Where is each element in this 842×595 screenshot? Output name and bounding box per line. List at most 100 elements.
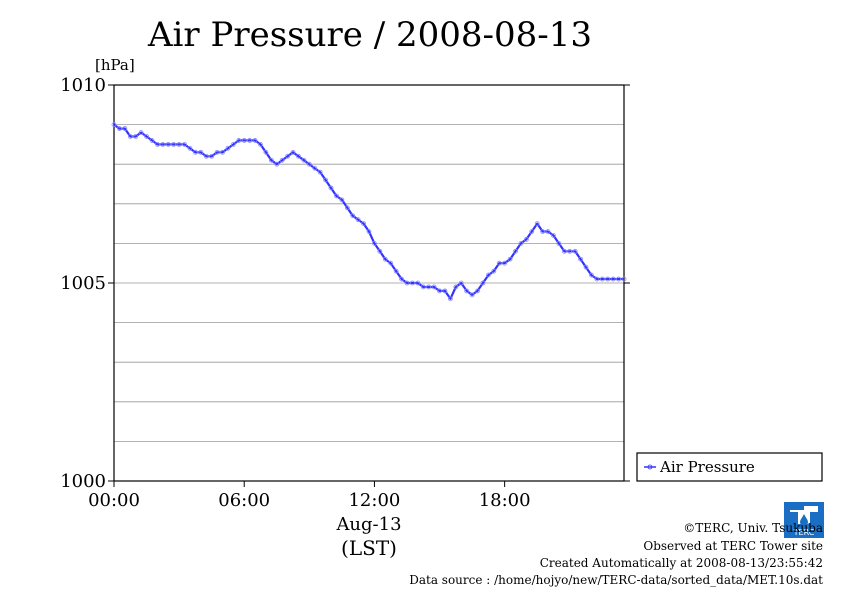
data-point (279, 157, 285, 163)
data-point (209, 153, 215, 159)
logo-text: TERC (793, 528, 815, 537)
data-point (621, 276, 627, 282)
data-point (285, 153, 291, 159)
data-point (399, 276, 404, 282)
data-point (344, 205, 350, 211)
series-air-pressure (111, 122, 627, 302)
data-point (431, 284, 437, 290)
data-point (220, 149, 225, 155)
data-point (355, 217, 361, 223)
data-point (247, 138, 253, 143)
data-point (578, 256, 583, 262)
y-axis-unit-label: [hPa] (95, 56, 135, 74)
series-line (113, 123, 624, 300)
gridlines (114, 124, 624, 442)
data-point (301, 157, 307, 163)
data-point (567, 248, 573, 254)
data-point (616, 276, 621, 282)
data-point (599, 276, 605, 282)
credit-observed-site: Observed at TERC Tower site (643, 539, 823, 553)
data-point (312, 165, 318, 171)
data-point (556, 240, 562, 246)
data-point (117, 126, 122, 131)
data-point (464, 288, 470, 294)
y-tick-label: 1010 (60, 75, 106, 96)
data-point (241, 138, 247, 143)
data-point (551, 233, 556, 238)
data-point (328, 185, 334, 191)
data-point (523, 237, 529, 242)
data-point (339, 197, 345, 203)
x-tick-label: 18:00 (479, 490, 531, 511)
x-tick-label: 06:00 (218, 490, 270, 511)
data-point (236, 138, 242, 143)
y-tick-label: 1000 (60, 471, 106, 492)
x-axis-unit-label: (LST) (341, 536, 397, 560)
data-point (198, 149, 204, 155)
data-point (437, 288, 442, 294)
data-point (122, 126, 128, 131)
data-point (187, 145, 193, 151)
data-point (290, 149, 296, 155)
data-point (458, 280, 464, 286)
data-point (306, 161, 312, 167)
data-point (545, 229, 551, 234)
data-point (534, 221, 540, 227)
data-point (404, 280, 410, 286)
data-point (323, 177, 328, 183)
data-point (561, 248, 567, 254)
terc-logo: TERC (784, 502, 824, 538)
data-point (594, 276, 600, 282)
data-point (155, 141, 160, 147)
credit-copyright: ©TERC, Univ. Tsukuba (683, 521, 823, 535)
data-point (529, 229, 535, 234)
data-point (111, 122, 117, 127)
data-point (171, 141, 177, 147)
y-tick-label: 1005 (60, 273, 106, 294)
data-point (442, 288, 448, 294)
data-point (426, 284, 432, 290)
x-tick-label: 12:00 (348, 490, 400, 511)
data-point (572, 248, 578, 254)
data-point (469, 292, 475, 298)
data-point (485, 272, 491, 278)
data-point (447, 296, 453, 302)
legend-marker-swatch (647, 464, 653, 470)
legend: Air Pressure (636, 452, 823, 482)
data-point (334, 193, 339, 199)
data-point (410, 280, 415, 286)
data-point (589, 272, 594, 278)
data-point (192, 149, 198, 155)
data-point (230, 141, 236, 147)
data-point (610, 276, 616, 282)
data-point (274, 161, 280, 167)
legend-box (636, 452, 823, 482)
data-point (144, 134, 149, 139)
data-point (518, 240, 524, 246)
data-point (540, 229, 546, 234)
x-tick-label: 00:00 (88, 490, 140, 511)
x-axis-date-label: Aug-13 (335, 514, 401, 535)
axis-ticks: 1000 1005 1010 00:00 06:00 12:00 18:00 (60, 75, 630, 511)
data-point (502, 260, 508, 266)
data-point (513, 248, 518, 254)
data-point (605, 276, 611, 282)
data-point (453, 284, 459, 290)
data-point (296, 153, 301, 159)
data-point (583, 264, 589, 270)
credit-data-source: Data source : /home/hojyo/new/TERC-data/… (409, 573, 823, 587)
data-point (377, 248, 383, 254)
data-point (127, 134, 133, 139)
legend-label-air-pressure: Air Pressure (659, 458, 755, 476)
data-point (160, 141, 166, 147)
data-point (491, 268, 497, 274)
data-point (372, 240, 377, 246)
data-point (225, 145, 231, 151)
data-point (252, 138, 258, 143)
data-point (393, 268, 399, 274)
data-point (263, 149, 269, 155)
chart-title: Air Pressure / 2008-08-13 (147, 15, 592, 55)
data-point (138, 130, 144, 135)
data-point (182, 141, 187, 147)
